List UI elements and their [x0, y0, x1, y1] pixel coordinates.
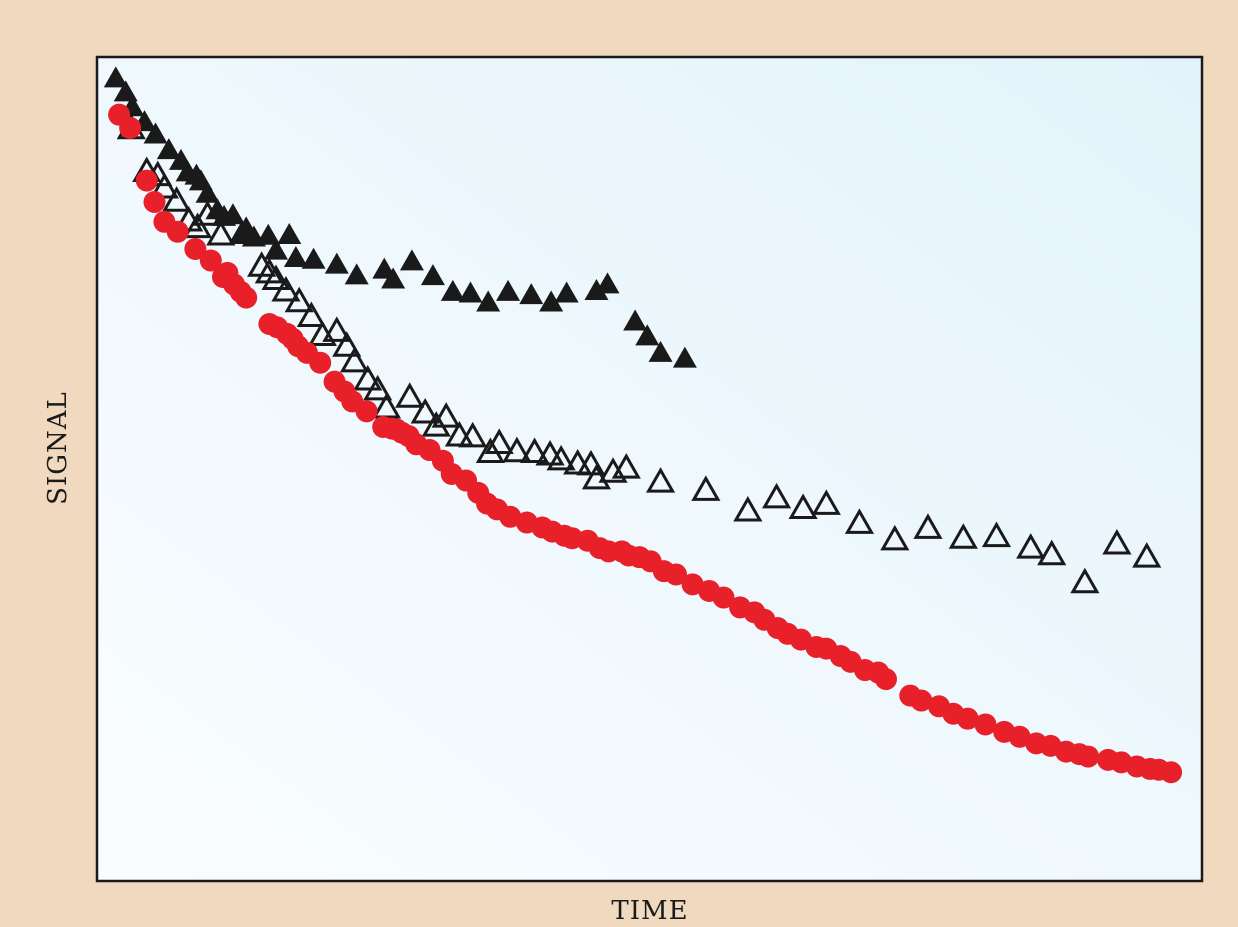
point-triangle-filled-18 — [264, 238, 289, 260]
point-triangle-open-45 — [844, 508, 875, 534]
point-circle-filled-1 — [119, 116, 142, 139]
point-triangle-open-33 — [546, 444, 576, 471]
point-triangle-open-18 — [339, 346, 370, 373]
point-circle-filled-23 — [355, 400, 378, 423]
point-triangle-open-11 — [261, 264, 291, 290]
point-triangle-filled-35 — [584, 279, 609, 301]
point-triangle-filled-27 — [420, 264, 445, 286]
point-triangle-open-6 — [182, 212, 213, 239]
point-triangle-open-31 — [519, 437, 550, 464]
point-triangle-open-29 — [484, 428, 514, 454]
point-triangle-filled-0 — [103, 66, 128, 88]
point-triangle-open-30 — [502, 436, 532, 463]
point-triangle-filled-21 — [301, 247, 326, 269]
point-triangle-open-8 — [206, 219, 236, 246]
point-circle-filled-86 — [1160, 761, 1183, 784]
point-triangle-open-42 — [761, 482, 792, 509]
point-triangle-filled-37 — [623, 309, 648, 331]
point-triangle-filled-19 — [277, 222, 302, 244]
point-triangle-open-49 — [981, 521, 1012, 548]
point-triangle-open-26 — [444, 421, 475, 447]
point-circle-filled-19 — [309, 351, 332, 374]
point-triangle-filled-38 — [635, 324, 660, 346]
point-triangle-filled-1 — [113, 80, 138, 102]
point-triangle-open-22 — [395, 382, 425, 408]
point-circle-filled-2 — [135, 169, 158, 192]
point-circle-filled-69 — [910, 689, 933, 712]
point-triangle-filled-34 — [554, 281, 579, 303]
point-triangle-open-41 — [733, 496, 763, 522]
point-triangle-filled-22 — [324, 252, 349, 274]
point-triangle-open-25 — [431, 402, 461, 428]
point-triangle-filled-33 — [539, 290, 564, 312]
point-triangle-filled-26 — [399, 249, 424, 271]
point-triangle-open-34 — [563, 449, 593, 475]
point-circle-filled-52 — [681, 573, 704, 596]
point-triangle-open-14 — [296, 301, 326, 328]
point-triangle-open-17 — [332, 331, 362, 357]
point-triangle-filled-13 — [220, 203, 245, 225]
point-triangle-open-23 — [410, 397, 440, 424]
point-triangle-open-51 — [1037, 539, 1067, 566]
point-triangle-open-53 — [1102, 528, 1132, 555]
point-triangle-open-46 — [880, 524, 910, 551]
point-circle-filled-51 — [665, 563, 688, 586]
point-triangle-open-12 — [271, 275, 301, 302]
point-triangle-open-54 — [1132, 542, 1162, 568]
point-circle-filled-54 — [712, 586, 735, 609]
point-triangle-open-20 — [363, 374, 393, 401]
point-triangle-open-40 — [691, 475, 721, 501]
point-triangle-filled-36 — [595, 272, 620, 294]
point-triangle-filled-17 — [256, 223, 281, 245]
point-circle-filled-75 — [1008, 725, 1031, 748]
point-triangle-open-48 — [948, 523, 978, 549]
point-circle-filled-12 — [235, 286, 258, 309]
point-triangle-filled-40 — [672, 346, 697, 368]
point-triangle-filled-30 — [476, 290, 501, 312]
point-triangle-open-4 — [161, 186, 192, 212]
point-triangle-filled-31 — [496, 279, 521, 301]
point-triangle-filled-28 — [440, 279, 465, 301]
point-triangle-filled-5 — [156, 138, 181, 160]
point-triangle-filled-23 — [344, 263, 369, 285]
point-triangle-open-47 — [913, 513, 943, 539]
point-triangle-open-50 — [1016, 533, 1046, 559]
point-circle-filled-73 — [974, 713, 997, 736]
point-triangle-filled-32 — [519, 283, 544, 305]
x-axis-label: TIME — [611, 896, 689, 926]
y-axis-label: SIGNAL — [43, 391, 73, 505]
point-circle-filled-67 — [874, 668, 897, 691]
point-triangle-filled-29 — [458, 281, 483, 303]
point-triangle-filled-25 — [381, 267, 406, 289]
data-marks — [103, 66, 1183, 784]
point-circle-filled-80 — [1077, 745, 1100, 768]
point-circle-filled-5 — [166, 220, 189, 243]
point-circle-filled-37 — [499, 505, 522, 528]
point-triangle-open-16 — [322, 316, 352, 342]
point-circle-filled-3 — [143, 191, 166, 214]
point-triangle-open-7 — [192, 200, 223, 226]
point-circle-filled-6 — [184, 237, 207, 260]
point-circle-filled-72 — [956, 707, 979, 730]
point-triangle-open-52 — [1070, 567, 1100, 594]
point-triangle-open-43 — [788, 493, 818, 520]
point-triangle-filled-10 — [195, 181, 220, 203]
point-triangle-filled-39 — [648, 340, 673, 362]
point-triangle-open-44 — [811, 489, 841, 515]
point-triangle-open-39 — [645, 467, 676, 493]
point-circle-filled-7 — [199, 249, 222, 272]
point-triangle-open-3 — [149, 172, 179, 199]
point-triangle-open-32 — [535, 439, 565, 466]
point-triangle-open-13 — [284, 286, 314, 313]
point-triangle-filled-4 — [143, 122, 168, 144]
point-triangle-open-19 — [353, 364, 383, 391]
point-triangle-open-38 — [611, 453, 641, 479]
point-triangle-filled-20 — [283, 246, 308, 268]
plot-area — [95, 55, 1204, 883]
point-triangle-open-27 — [458, 421, 488, 448]
